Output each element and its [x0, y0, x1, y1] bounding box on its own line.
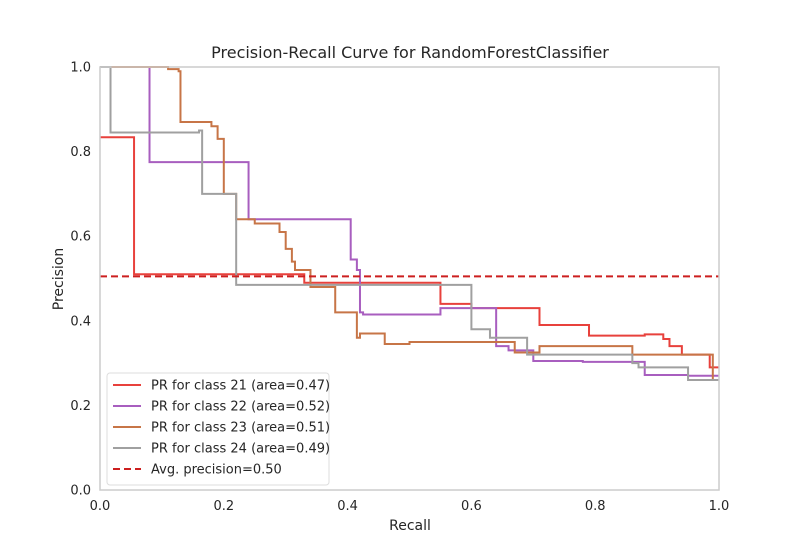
- y-tick-label: 0.0: [70, 484, 91, 499]
- y-tick-label: 0.2: [70, 399, 91, 414]
- legend-label: PR for class 21 (area=0.47): [151, 379, 330, 394]
- y-tick-label: 1.0: [70, 61, 91, 76]
- x-tick-label: 1.0: [709, 499, 730, 514]
- y-tick-label: 0.8: [70, 145, 91, 160]
- legend-label: PR for class 23 (area=0.51): [151, 421, 330, 436]
- y-tick-label: 0.6: [70, 230, 91, 245]
- legend: PR for class 21 (area=0.47) PR for class …: [106, 372, 330, 486]
- x-tick-label: 0.6: [461, 499, 482, 514]
- chart-title: Precision-Recall Curve for RandomForestC…: [211, 43, 609, 62]
- series-line-4: [100, 66, 719, 382]
- legend-label: PR for class 22 (area=0.52): [151, 400, 330, 415]
- legend-label: Avg. precision=0.50: [151, 463, 282, 478]
- y-tick-label: 0.4: [70, 314, 91, 329]
- x-tick-label: 0.0: [90, 499, 111, 514]
- series-line-3: [100, 66, 719, 382]
- x-tick-label: 0.8: [585, 499, 606, 514]
- plot-frame: [99, 66, 720, 491]
- legend-label: PR for class 24 (area=0.49): [151, 442, 330, 457]
- series-line-1: [100, 136, 719, 369]
- legend-box: [106, 372, 330, 486]
- series-line-2: [100, 66, 719, 377]
- y-axis-label: Precision: [51, 248, 67, 310]
- x-axis-label: Recall: [389, 518, 431, 534]
- x-tick-label: 0.4: [337, 499, 358, 514]
- x-tick-label: 0.2: [213, 499, 234, 514]
